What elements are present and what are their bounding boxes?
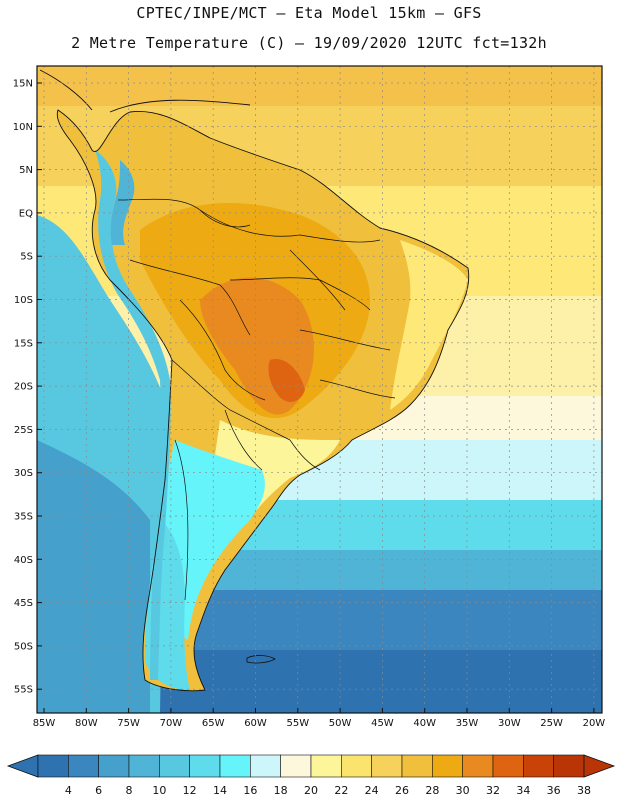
colorbar-swatch bbox=[371, 754, 403, 778]
lon-label: 25W bbox=[540, 718, 563, 729]
lon-label: 50W bbox=[329, 718, 352, 729]
temperature-field bbox=[37, 66, 602, 713]
lon-label: 75W bbox=[117, 718, 140, 729]
colorbar-label: 38 bbox=[577, 784, 591, 797]
colorbar-swatch bbox=[98, 754, 130, 778]
lat-label: EQ bbox=[19, 208, 33, 219]
title-line-2: 2 Metre Temperature (C) – 19/09/2020 12U… bbox=[71, 34, 547, 52]
colorbar-swatch bbox=[401, 754, 433, 778]
colorbar-label: 6 bbox=[95, 784, 102, 797]
lat-label: 30S bbox=[14, 468, 33, 479]
colorbar-label: 12 bbox=[183, 784, 197, 797]
lon-label: 45W bbox=[371, 718, 394, 729]
colorbar-label: 8 bbox=[126, 784, 133, 797]
colorbar-label: 22 bbox=[334, 784, 348, 797]
colorbar-label: 4 bbox=[65, 784, 72, 797]
lat-label: 5N bbox=[19, 165, 33, 176]
colorbar-swatch bbox=[189, 754, 221, 778]
colorbar-swatch bbox=[68, 754, 99, 778]
colorbar-label: 34 bbox=[516, 784, 530, 797]
lon-label: 30W bbox=[498, 718, 521, 729]
colorbar-label: 10 bbox=[152, 784, 166, 797]
lat-label: 55S bbox=[14, 685, 33, 696]
colorbar-swatch bbox=[37, 754, 69, 778]
lon-label: 35W bbox=[456, 718, 479, 729]
lon-label: 40W bbox=[413, 718, 436, 729]
lat-label: 10N bbox=[13, 122, 33, 133]
map-frame bbox=[36, 65, 603, 714]
longitude-labels: 85W 80W 75W 70W 65W 60W 55W 50W 45W 40W 35W 30W 25W 2… bbox=[33, 708, 606, 729]
colorbar-swatch bbox=[492, 754, 524, 778]
lon-label: 70W bbox=[160, 718, 183, 729]
lon-label: 55W bbox=[286, 718, 309, 729]
lon-label: 65W bbox=[202, 718, 225, 729]
lat-label: 15S bbox=[14, 338, 33, 349]
colorbar-swatch bbox=[159, 754, 190, 778]
lat-label: 5S bbox=[20, 252, 33, 263]
lon-label: 80W bbox=[75, 718, 98, 729]
colorbar: 4 6 8 10 12 14 16 18 20 22 24 26 28 30 32 34 36 38 bbox=[6, 754, 616, 797]
colorbar-swatch bbox=[553, 754, 585, 778]
lat-label: 35S bbox=[14, 512, 33, 523]
lon-label: 60W bbox=[244, 718, 267, 729]
lon-label: 20W bbox=[583, 718, 606, 729]
lat-label: 45S bbox=[14, 598, 33, 609]
colorbar-label: 16 bbox=[243, 784, 257, 797]
colorbar-swatch bbox=[432, 754, 463, 778]
lat-lon-grid bbox=[37, 66, 602, 713]
colorbar-swatch bbox=[310, 754, 342, 778]
colorbar-label: 14 bbox=[213, 784, 227, 797]
lat-label: 40S bbox=[14, 555, 33, 566]
lat-label: 20S bbox=[14, 382, 33, 393]
colorbar-label: 36 bbox=[547, 784, 561, 797]
colorbar-swatch bbox=[462, 754, 494, 778]
latitude-labels: 15N 10N 5N EQ 5S 10S 15S 20S 25S 30S 35S 40S 45S 50S 5… bbox=[13, 79, 42, 696]
colorbar-low-arrow bbox=[6, 754, 39, 778]
colorbar-swatch bbox=[280, 754, 312, 778]
colorbar-label: 32 bbox=[486, 784, 500, 797]
lat-label: 25S bbox=[14, 425, 33, 436]
colorbar-swatch bbox=[219, 754, 251, 778]
colorbar-swatch bbox=[341, 754, 372, 778]
colorbar-label: 28 bbox=[425, 784, 439, 797]
lat-label: 50S bbox=[14, 641, 33, 652]
title-line-1: CPTEC/INPE/MCT – Eta Model 15km – GFS bbox=[136, 4, 482, 22]
colorbar-swatch bbox=[128, 754, 160, 778]
colorbar-high-arrow bbox=[583, 754, 616, 778]
colorbar-label: 18 bbox=[274, 784, 288, 797]
colorbar-label: 26 bbox=[395, 784, 409, 797]
colorbar-label: 24 bbox=[365, 784, 379, 797]
lat-label: 10S bbox=[14, 295, 33, 306]
colorbar-label: 20 bbox=[304, 784, 318, 797]
colorbar-label: 30 bbox=[456, 784, 470, 797]
lon-label: 85W bbox=[33, 718, 56, 729]
colorbar-swatch bbox=[250, 754, 281, 778]
colorbar-swatch bbox=[523, 754, 554, 778]
lat-label: 15N bbox=[13, 79, 33, 90]
coastlines bbox=[39, 69, 470, 692]
